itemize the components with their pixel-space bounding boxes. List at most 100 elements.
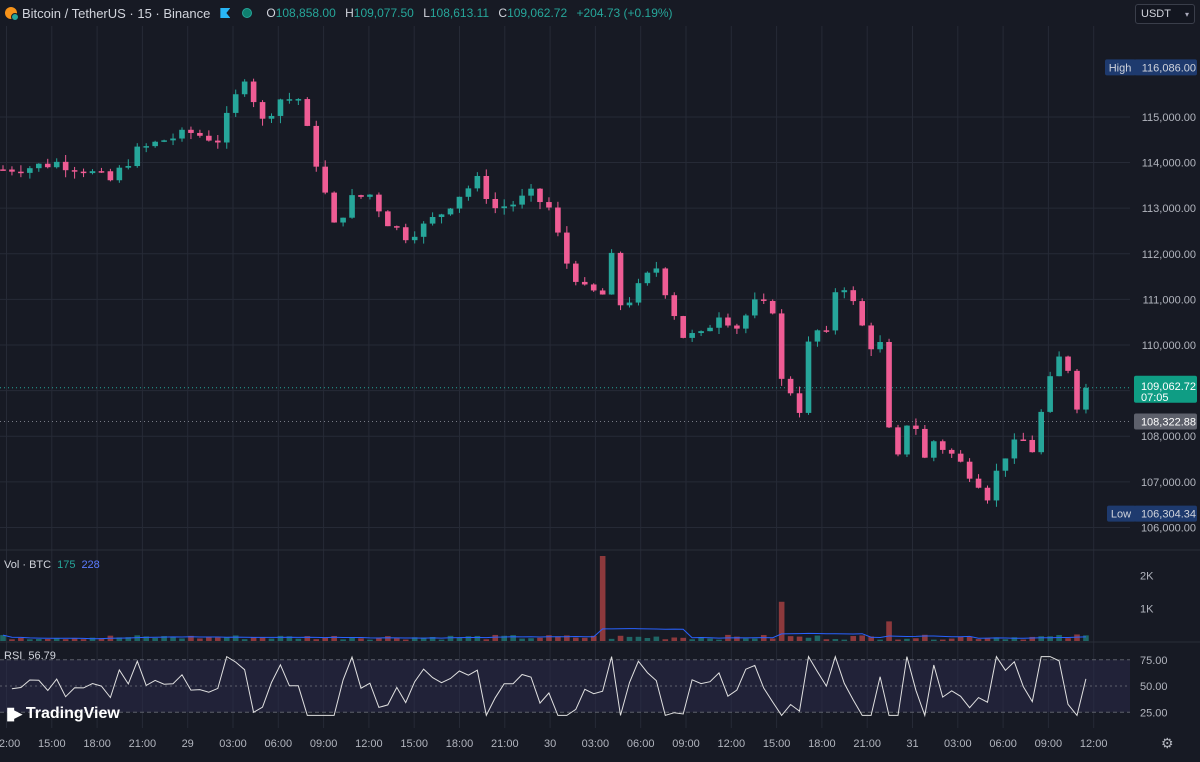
chevron-down-icon: ▾ (1184, 9, 1189, 19)
volume-bar (62, 639, 69, 641)
volume-bar (143, 636, 149, 641)
volume-bar (823, 639, 830, 641)
volume-bar (573, 637, 579, 641)
volume-bar (653, 636, 660, 641)
volume-bar (206, 636, 212, 641)
y-tick-label: 106,000.00 (1141, 522, 1196, 534)
candle-body (832, 292, 839, 331)
volume-bar (698, 637, 704, 641)
x-tick-label: 21:00 (129, 738, 157, 750)
candle-body (197, 132, 203, 136)
volume-bar (877, 639, 883, 641)
low-label: Low (1111, 509, 1131, 521)
open-key: O (266, 6, 276, 20)
x-tick-label: 29 (182, 738, 194, 750)
volume-bar (966, 636, 973, 641)
candle-body (841, 290, 848, 293)
y-tick-label: 114,000.00 (1142, 158, 1196, 170)
chart-header: Bitcoin / TetherUS · 15 · Binance O108,8… (0, 0, 1130, 26)
candle-body (385, 211, 391, 227)
volume-legend: Vol · BTC 175 228 (4, 559, 100, 571)
volume-bar (313, 639, 320, 641)
x-tick-label: 12:00 (1080, 738, 1108, 750)
volume-bar (1047, 636, 1053, 641)
volume-bar (608, 638, 615, 641)
candle-body (18, 171, 24, 174)
candle-body (1011, 439, 1018, 459)
candle-body (313, 125, 320, 167)
volume-bar (170, 637, 176, 641)
tradingview-icon: ▮▸ (6, 704, 22, 723)
candle-body (295, 99, 302, 101)
candle-body (555, 207, 561, 233)
volume-bar (1083, 635, 1089, 641)
y-tick-label: 112,000.00 (1142, 249, 1196, 261)
candle-body (644, 272, 651, 284)
candle-body (161, 140, 167, 142)
market-status-icon (242, 8, 253, 18)
candle-body (519, 195, 525, 205)
volume-bar (555, 636, 561, 641)
volume-bar (71, 638, 78, 641)
y-tick-label: 113,000.00 (1142, 203, 1196, 215)
tradingview-logo[interactable]: ▮▸ TradingView (6, 704, 120, 724)
candle-body (53, 161, 60, 168)
rsi-value: 56.79 (28, 650, 56, 662)
volume-bar (179, 638, 185, 641)
gear-icon[interactable]: ⚙ (1161, 735, 1174, 751)
volume-bar (9, 639, 15, 641)
candle-body (259, 102, 266, 119)
candle-body (268, 115, 275, 119)
candle-body (107, 171, 114, 181)
candle-body (1083, 387, 1089, 410)
candle-body (465, 188, 472, 197)
x-tick-label: 21:00 (491, 738, 519, 750)
candle-body (420, 223, 427, 237)
volume-bar (590, 635, 597, 641)
ref-price-tag (1134, 413, 1197, 430)
symbol-title[interactable]: Bitcoin / TetherUS · 15 · Binance (22, 5, 211, 21)
x-tick-label: 30 (544, 738, 556, 750)
candle-body (402, 227, 409, 241)
volume-bar (259, 637, 266, 641)
volume-bar (707, 638, 713, 641)
volume-value-1: 175 (57, 559, 76, 571)
volume-bar (340, 639, 346, 641)
volume-bar (376, 637, 382, 641)
volume-bar (519, 638, 525, 641)
candle-body (913, 425, 919, 429)
x-tick-label: 09:00 (672, 738, 700, 750)
volume-bar (53, 638, 60, 641)
candle-body (411, 236, 418, 241)
candle-body (438, 214, 445, 218)
candle-body (957, 453, 964, 462)
currency-select[interactable]: USDT ▾ (1135, 4, 1195, 24)
candle-body (796, 393, 803, 413)
volume-bar (1056, 635, 1062, 641)
candle-body (331, 192, 337, 223)
volume-bar (134, 635, 141, 641)
flag-icon[interactable] (220, 8, 231, 18)
volume-bar (89, 637, 96, 641)
volume-bar (644, 638, 651, 641)
candle-body (349, 195, 355, 218)
volume-bar (483, 639, 490, 641)
volume-bar (528, 638, 534, 641)
volume-bar (295, 638, 302, 641)
x-tick-label: 12:00 (0, 738, 20, 750)
x-tick-label: 31 (906, 738, 918, 750)
volume-bar (752, 638, 758, 641)
candle-body (215, 140, 221, 143)
candle-body (814, 330, 821, 342)
candle-body (859, 301, 865, 326)
volume-bar (250, 637, 257, 641)
candle-body (1029, 439, 1036, 453)
volume-bar (241, 639, 248, 641)
rsi-line (11, 654, 1087, 718)
candle-body (250, 81, 257, 103)
volume-bar (975, 639, 982, 641)
volume-bar (456, 637, 463, 641)
high-label: High (1109, 62, 1132, 74)
candle-body (125, 166, 132, 168)
